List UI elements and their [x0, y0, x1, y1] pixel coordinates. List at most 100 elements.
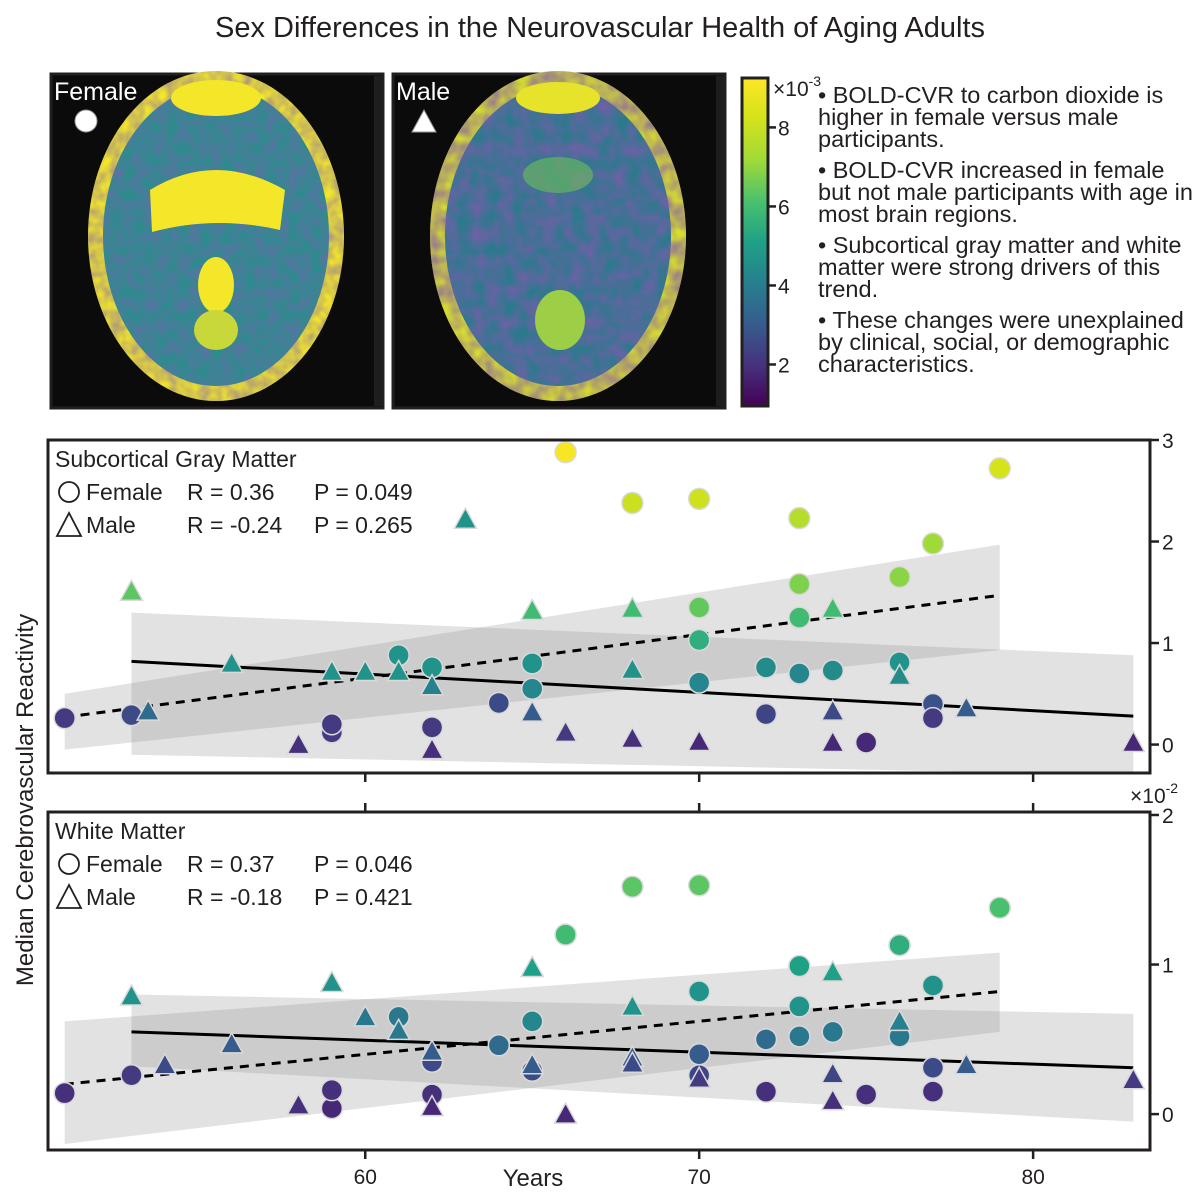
plot-frame: [46, 438, 1152, 775]
female-point: [788, 506, 811, 530]
plot-frame: [46, 810, 1152, 1152]
female-point: [120, 703, 143, 727]
female-point: [921, 706, 945, 730]
male-point: [319, 969, 345, 993]
female-point: [921, 532, 945, 555]
male-point: [553, 719, 578, 743]
female-point: [687, 628, 711, 652]
female-point: [621, 875, 644, 899]
male-point: [1121, 1067, 1146, 1090]
male-point: [386, 1017, 411, 1041]
colorbar-tick-label: 4: [778, 275, 790, 298]
female-point: [520, 1010, 544, 1033]
male-point: [620, 656, 645, 680]
female-point: [754, 1028, 778, 1051]
female-point: [53, 1081, 76, 1105]
panel-title: White Matter: [55, 818, 186, 844]
legend-female-icon: [58, 853, 80, 875]
figure-title: Sex Differences in the Neurovascular Hea…: [214, 12, 985, 44]
female-point: [687, 671, 711, 694]
colorbar-multiplier: ×10-3: [773, 73, 821, 101]
y-tick-label: 1: [1162, 633, 1174, 656]
male-point: [620, 595, 645, 619]
male-point: [135, 698, 161, 721]
legend-r-value: R = 0.36: [187, 479, 275, 505]
x-axis-label: Years: [503, 1165, 564, 1192]
male-point: [820, 729, 846, 753]
female-point: [120, 1063, 143, 1087]
male-point: [119, 578, 144, 602]
legend-label: Female: [86, 479, 163, 505]
female-brain-map: [49, 71, 385, 410]
male-point: [620, 993, 645, 1017]
female-point: [788, 572, 811, 596]
ci-band-female: [64, 544, 1000, 750]
y-tick-label: 0: [1162, 735, 1174, 758]
legend-female-icon: [58, 481, 80, 503]
legend-r-value: R = 0.37: [187, 851, 275, 877]
male-point: [352, 658, 378, 682]
legend-p-value: P = 0.421: [314, 884, 413, 910]
finding-1: • BOLD-CVR to carbon dioxide is higher i…: [818, 82, 1164, 152]
male-point: [352, 1004, 378, 1027]
legend-label: Female: [86, 851, 163, 877]
male-point: [419, 737, 445, 760]
fit-line-female: [64, 989, 1000, 1086]
female-point: [854, 731, 878, 754]
colorbar: 8 6 4 2: [740, 76, 790, 408]
female-point: [687, 1043, 711, 1066]
male-point: [453, 506, 478, 529]
y-tick-label: 2: [1162, 805, 1174, 828]
colorbar-tick-label: 2: [778, 354, 790, 377]
female-point: [687, 874, 711, 897]
male-point: [820, 595, 846, 619]
female-point: [888, 933, 911, 957]
male-point: [119, 983, 144, 1006]
male-point: [954, 695, 979, 718]
colorbar-tick-label: 8: [778, 117, 790, 140]
female-point: [687, 596, 711, 619]
panel-title: Subcortical Gray Matter: [55, 446, 297, 472]
female-point: [320, 713, 344, 736]
female-point: [687, 980, 711, 1003]
male-point: [419, 673, 445, 696]
male-point: [219, 650, 244, 674]
female-marker-icon: [74, 109, 98, 133]
female-point: [788, 662, 811, 685]
female-point: [420, 716, 444, 739]
female-point: [988, 457, 1011, 480]
male-point: [519, 1052, 545, 1075]
female-point: [53, 706, 76, 730]
male-brain-map: [391, 71, 727, 410]
y-axis-multiplier: ×10-2: [1130, 780, 1178, 808]
male-point: [686, 1065, 712, 1088]
male-panel-label: Male: [396, 78, 450, 106]
colorbar-tick-label: 6: [778, 196, 790, 219]
male-point: [286, 1092, 311, 1115]
legend-r-value: R = -0.18: [187, 884, 282, 910]
x-tick-label: 80: [1021, 1166, 1044, 1189]
male-point: [519, 598, 545, 621]
female-point: [554, 923, 577, 946]
male-point: [553, 1101, 578, 1124]
female-point: [788, 606, 811, 629]
legend-p-value: P = 0.046: [314, 851, 413, 877]
female-point: [687, 487, 711, 511]
male-point: [820, 698, 846, 721]
y-axis-label: Median Cerebrovascular Reactivity: [12, 614, 39, 986]
legend-p-value: P = 0.049: [314, 479, 413, 505]
y-tick-label: 0: [1162, 1104, 1174, 1127]
male-point: [419, 1094, 445, 1117]
male-point: [686, 728, 712, 752]
female-point: [621, 491, 644, 515]
y-tick-label: 2: [1162, 532, 1174, 555]
male-point: [386, 658, 411, 682]
female-point: [754, 656, 778, 679]
female-point: [320, 1078, 344, 1102]
x-tick-label: 60: [354, 1166, 377, 1189]
female-panel-label: Female: [54, 78, 137, 106]
female-point: [821, 659, 845, 682]
male-point: [152, 1052, 178, 1075]
male-point: [954, 1052, 979, 1075]
